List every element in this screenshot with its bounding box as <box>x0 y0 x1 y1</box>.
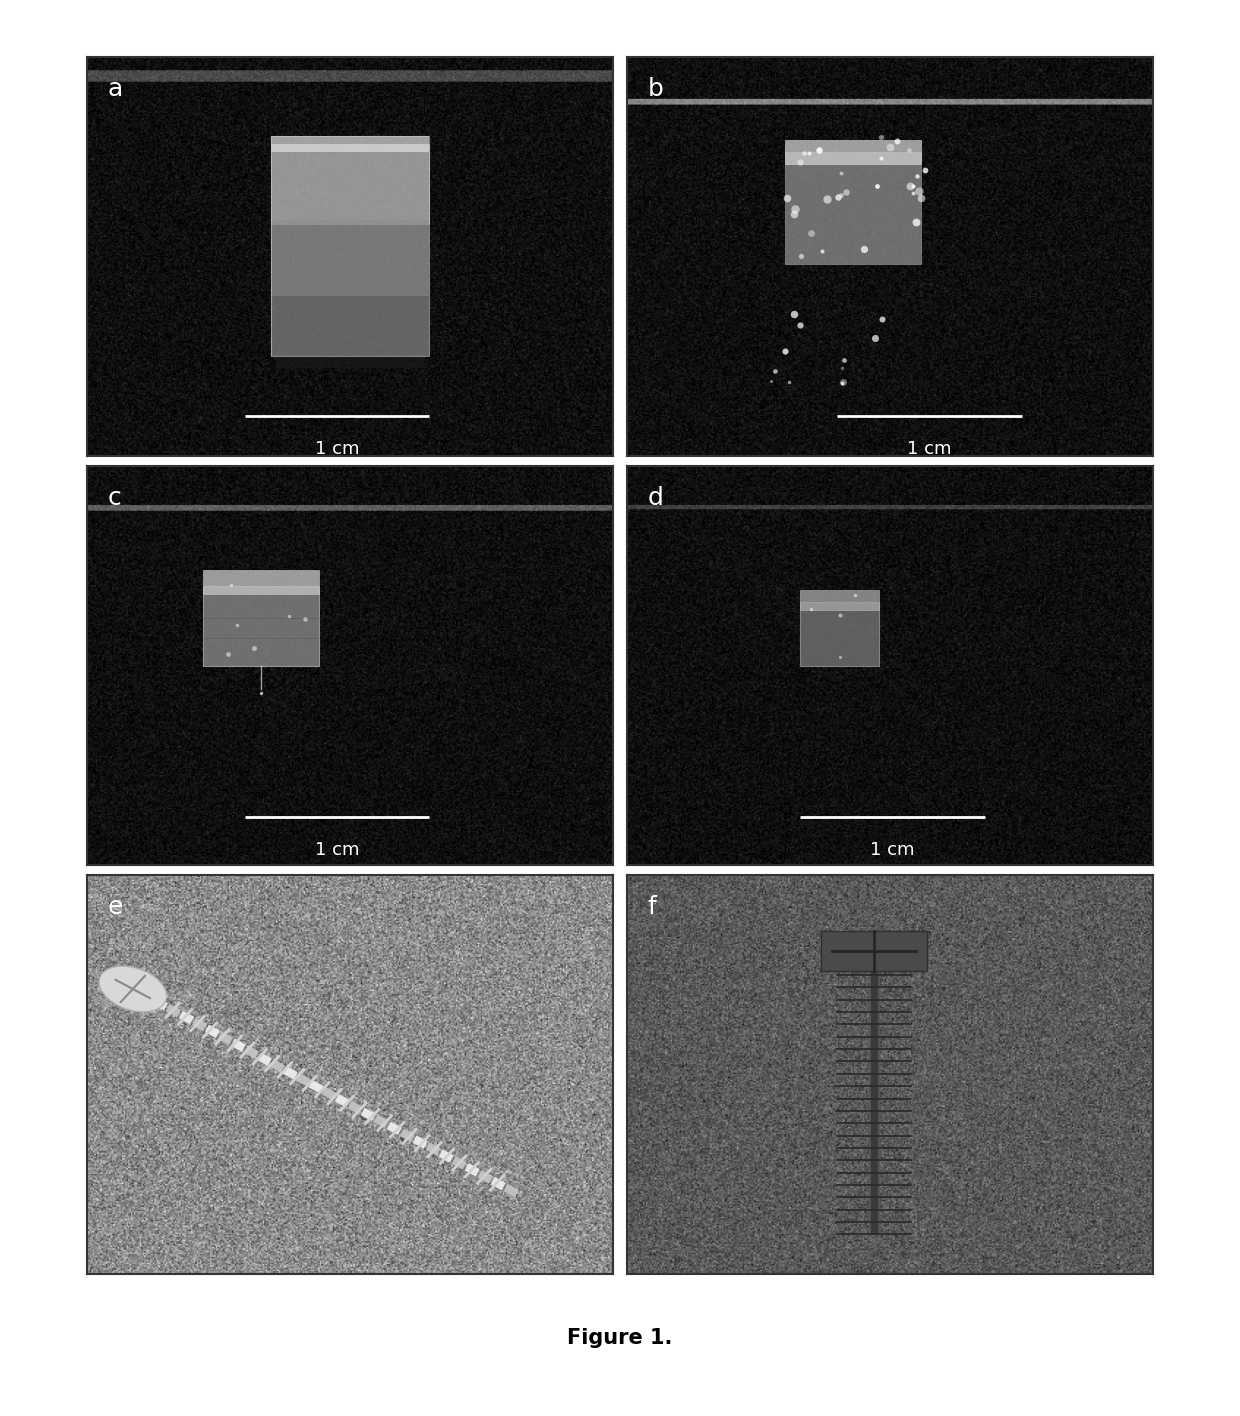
Bar <box>800 589 879 610</box>
Point <box>867 176 887 198</box>
Point <box>775 340 795 362</box>
Point <box>899 139 919 161</box>
Bar <box>202 586 319 666</box>
Point <box>279 605 299 627</box>
Point <box>810 139 830 161</box>
Bar <box>800 602 879 666</box>
Text: 1 cm: 1 cm <box>908 440 951 457</box>
Point <box>812 239 832 262</box>
Point <box>900 174 920 197</box>
Bar <box>272 136 429 153</box>
Point <box>880 136 900 159</box>
Point <box>906 166 926 188</box>
Point <box>854 238 874 261</box>
Point <box>904 174 924 197</box>
Text: c: c <box>108 486 122 510</box>
Point <box>222 573 242 596</box>
Point <box>218 643 238 666</box>
Point <box>833 348 853 371</box>
Point <box>836 181 856 204</box>
Bar <box>272 292 429 355</box>
Point <box>800 142 820 164</box>
Point <box>785 202 805 225</box>
Bar <box>277 353 424 368</box>
Point <box>244 636 264 658</box>
Point <box>909 180 929 202</box>
Point <box>227 613 247 636</box>
Point <box>785 198 805 221</box>
Bar <box>272 136 429 355</box>
Point <box>785 303 805 326</box>
Point <box>833 371 853 394</box>
Bar <box>202 569 319 593</box>
Point <box>910 187 930 210</box>
Point <box>790 150 810 173</box>
Text: f: f <box>647 895 656 919</box>
Bar <box>785 140 921 164</box>
Bar <box>785 153 921 265</box>
Text: 1 cm: 1 cm <box>315 440 360 457</box>
Point <box>790 313 810 336</box>
Bar <box>272 144 429 224</box>
Point <box>780 371 800 394</box>
Text: e: e <box>108 895 123 919</box>
Point <box>832 357 852 379</box>
Point <box>866 326 885 348</box>
Point <box>831 183 851 205</box>
Point <box>791 245 811 268</box>
Ellipse shape <box>99 966 166 1012</box>
Bar <box>821 932 926 971</box>
Point <box>828 185 848 208</box>
Point <box>817 187 837 210</box>
Point <box>872 126 892 149</box>
Text: a: a <box>108 76 123 101</box>
Point <box>801 598 821 620</box>
Point <box>250 683 270 705</box>
Point <box>295 607 315 630</box>
Text: 1 cm: 1 cm <box>315 841 360 860</box>
Text: d: d <box>647 486 663 510</box>
Point <box>872 309 892 331</box>
Point <box>830 646 849 668</box>
Bar <box>272 221 429 296</box>
Point <box>761 370 781 392</box>
Text: 1 cm: 1 cm <box>870 841 915 860</box>
Text: Figure 1.: Figure 1. <box>568 1328 672 1348</box>
Point <box>888 129 908 152</box>
Point <box>870 147 890 170</box>
Point <box>832 371 852 394</box>
Point <box>903 181 923 204</box>
Point <box>801 222 821 245</box>
Point <box>846 583 866 606</box>
Point <box>776 187 796 210</box>
Point <box>831 161 851 184</box>
Point <box>830 605 849 627</box>
Text: b: b <box>647 76 663 101</box>
Point <box>765 360 785 382</box>
Point <box>915 159 935 181</box>
Point <box>795 142 815 164</box>
Point <box>906 211 926 234</box>
